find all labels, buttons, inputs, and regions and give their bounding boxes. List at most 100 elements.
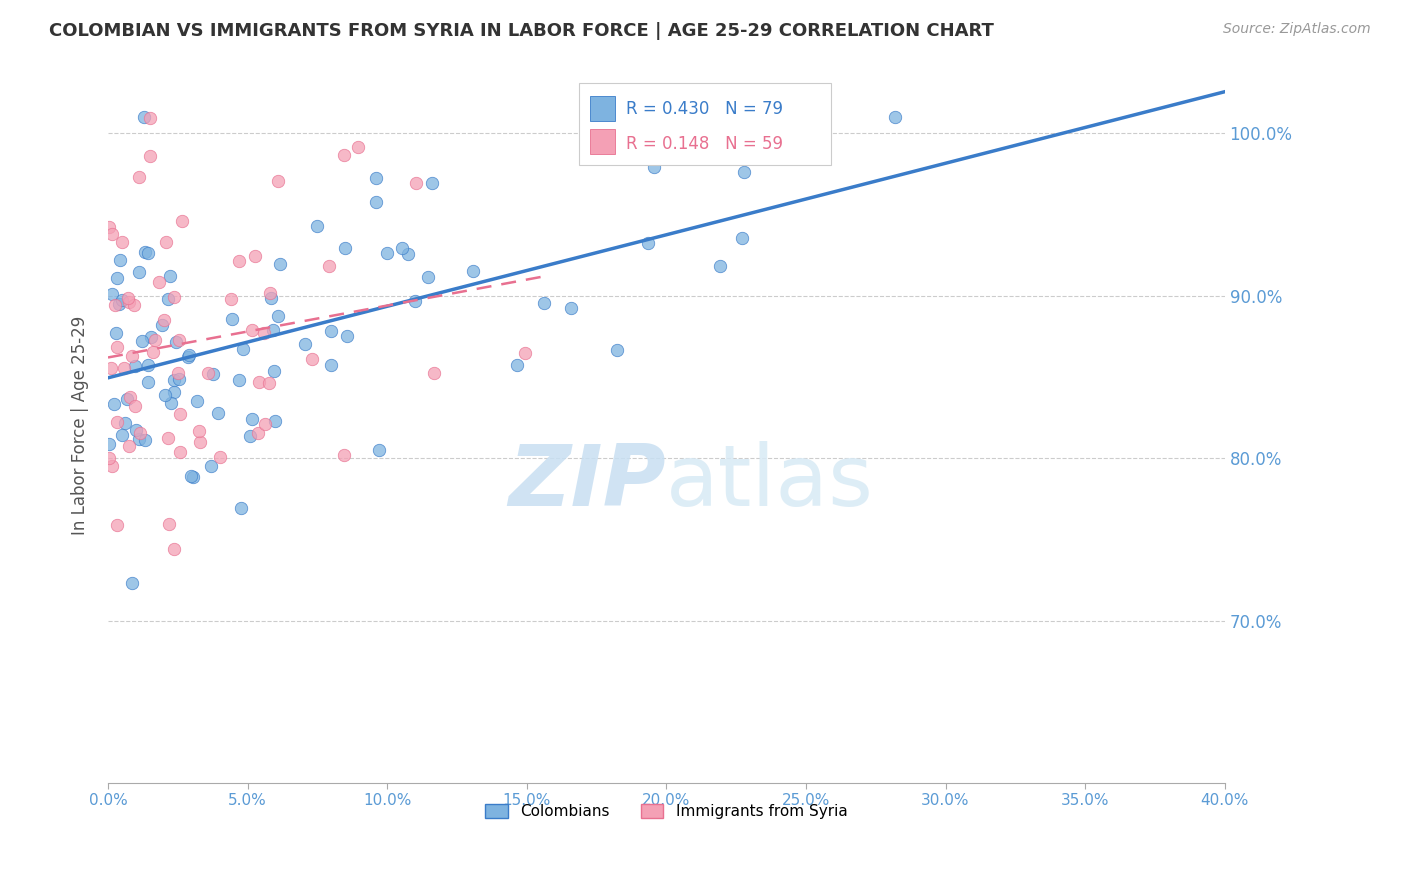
- Point: [347, 140, 370, 154]
- Point: [709, 259, 731, 273]
- Point: [159, 396, 181, 410]
- Point: [180, 469, 202, 483]
- Point: [404, 294, 426, 309]
- Point: [150, 318, 173, 333]
- Point: [239, 428, 262, 442]
- Point: [267, 309, 290, 323]
- Point: [122, 298, 145, 312]
- Point: [100, 361, 122, 376]
- Point: [209, 450, 232, 464]
- Point: [128, 426, 150, 441]
- Text: R = 0.430   N = 79: R = 0.430 N = 79: [626, 100, 783, 119]
- Point: [333, 147, 356, 161]
- Point: [259, 285, 281, 300]
- Point: [136, 245, 159, 260]
- FancyBboxPatch shape: [591, 129, 614, 154]
- Point: [269, 257, 291, 271]
- Point: [418, 269, 440, 284]
- Point: [391, 241, 413, 255]
- Point: [219, 293, 242, 307]
- Point: [97, 220, 120, 235]
- Point: [515, 346, 537, 360]
- Point: [117, 291, 139, 305]
- FancyBboxPatch shape: [591, 95, 614, 120]
- Point: [163, 289, 186, 303]
- Point: [100, 287, 122, 301]
- Point: [262, 323, 284, 337]
- Point: [405, 176, 427, 190]
- Point: [120, 391, 142, 405]
- Point: [121, 349, 143, 363]
- Point: [155, 235, 177, 249]
- Point: [134, 245, 156, 260]
- Point: [111, 428, 134, 442]
- Point: [333, 448, 356, 462]
- Point: [253, 326, 276, 340]
- Point: [423, 366, 446, 380]
- Point: [105, 271, 128, 285]
- Point: [169, 372, 191, 386]
- Point: [188, 424, 211, 438]
- Point: [321, 325, 343, 339]
- Point: [105, 326, 128, 341]
- Point: [111, 293, 134, 308]
- Point: [155, 388, 177, 402]
- Point: [177, 350, 200, 364]
- Point: [108, 253, 131, 268]
- Point: [375, 246, 398, 260]
- Text: Source: ZipAtlas.com: Source: ZipAtlas.com: [1223, 22, 1371, 37]
- Point: [145, 333, 167, 347]
- Point: [181, 470, 204, 484]
- Point: [263, 414, 285, 428]
- Legend: Colombians, Immigrants from Syria: Colombians, Immigrants from Syria: [479, 798, 853, 825]
- Point: [156, 292, 179, 306]
- Point: [165, 334, 187, 349]
- Point: [733, 165, 755, 179]
- Point: [177, 349, 200, 363]
- Point: [247, 376, 270, 390]
- Point: [156, 432, 179, 446]
- Point: [267, 174, 290, 188]
- Point: [118, 295, 141, 310]
- Point: [105, 415, 128, 429]
- Point: [167, 333, 190, 347]
- Point: [420, 176, 443, 190]
- Point: [163, 373, 186, 387]
- Point: [148, 275, 170, 289]
- Point: [169, 444, 191, 458]
- Point: [202, 368, 225, 382]
- Point: [128, 265, 150, 279]
- Point: [136, 358, 159, 372]
- Point: [257, 376, 280, 390]
- Text: ZIP: ZIP: [509, 442, 666, 524]
- FancyBboxPatch shape: [579, 83, 831, 165]
- Point: [114, 416, 136, 430]
- Point: [124, 400, 146, 414]
- Point: [97, 450, 120, 465]
- Point: [118, 439, 141, 453]
- Point: [560, 301, 582, 316]
- Point: [461, 264, 484, 278]
- Point: [172, 214, 194, 228]
- Point: [200, 458, 222, 473]
- Point: [139, 148, 162, 162]
- Point: [245, 249, 267, 263]
- Point: [101, 227, 124, 241]
- Point: [139, 111, 162, 125]
- Point: [103, 397, 125, 411]
- Point: [157, 516, 180, 531]
- Point: [883, 110, 905, 124]
- Point: [367, 442, 389, 457]
- Point: [134, 110, 156, 124]
- Point: [643, 160, 665, 174]
- Point: [307, 219, 329, 233]
- Point: [166, 366, 188, 380]
- Point: [232, 343, 254, 357]
- Point: [190, 434, 212, 449]
- Point: [121, 575, 143, 590]
- Point: [104, 298, 127, 312]
- Point: [260, 291, 283, 305]
- Point: [115, 392, 138, 407]
- Point: [505, 358, 527, 372]
- Point: [153, 312, 176, 326]
